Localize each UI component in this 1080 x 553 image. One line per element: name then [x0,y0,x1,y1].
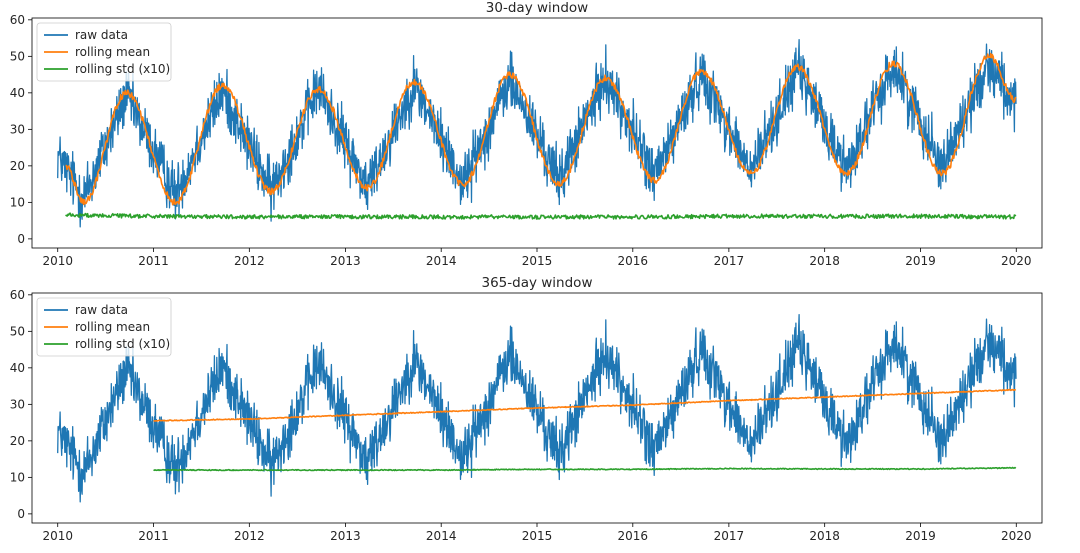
x-tick-label: 2017 [714,529,745,543]
y-tick-label: 40 [10,361,25,375]
legend-label-rolling-mean: rolling mean [75,45,150,59]
legend-box [36,22,172,82]
y-tick-label: 0 [17,232,25,246]
legend: raw data rolling mean rolling std (x10) [36,22,172,82]
x-tick-label: 2019 [905,254,936,268]
legend-label-rolling-std: rolling std (x10) [75,62,170,76]
series-line-rolling-std-x10 [65,212,1017,220]
x-tick-label: 2018 [809,529,840,543]
x-tick-label: 2011 [138,254,169,268]
x-tick-label: 2017 [714,254,745,268]
x-tick-label: 2011 [138,529,169,543]
legend-label-raw-data: raw data [75,28,128,42]
plot-area [57,38,1017,228]
x-tick-label: 2014 [426,529,457,543]
x-tick-label: 2012 [234,529,265,543]
x-tick-label: 2015 [522,254,553,268]
axes: 0 10 20 30 40 50 60 2010 2011 2012 2013 2014 2015 201… [10,13,1043,268]
chart-title: 365-day window [482,275,593,291]
series-line-rolling-std-x10 [153,466,1017,472]
y-tick-label: 50 [10,49,25,63]
x-tick-label: 2012 [234,254,265,268]
legend-label-rolling-std: rolling std (x10) [75,337,170,351]
x-tick-label: 2020 [1001,529,1032,543]
y-tick-label: 60 [10,288,25,302]
y-tick-label: 60 [10,13,25,27]
legend-box [36,297,172,357]
y-tick-label: 10 [10,195,25,209]
legend: raw data rolling mean rolling std (x10) [36,297,172,357]
y-tick-label: 30 [10,397,25,411]
legend-label-rolling-mean: rolling mean [75,320,150,334]
x-tick-label: 2018 [809,254,840,268]
chart-30-day-window: 30-day window 0 10 20 30 40 50 60 2010 2011 2012 2… [10,0,1043,268]
series-line-rolling-mean [153,388,1017,422]
x-tick-label: 2010 [42,254,73,268]
x-tick-label: 2020 [1001,254,1032,268]
x-tick-label: 2016 [618,529,649,543]
x-tick-label: 2013 [330,529,361,543]
y-tick-label: 0 [17,507,25,521]
x-tick-label: 2016 [618,254,649,268]
y-tick-label: 40 [10,86,25,100]
x-tick-label: 2014 [426,254,457,268]
axes-frame [31,17,1043,249]
x-tick-label: 2013 [330,254,361,268]
chart-title: 30-day window [486,0,588,16]
plot-area [57,313,1017,503]
x-tick-label: 2015 [522,529,553,543]
x-tick-label: 2019 [905,529,936,543]
series-line-raw-data [57,38,1017,228]
y-tick-label: 20 [10,434,25,448]
legend-label-raw-data: raw data [75,303,128,317]
axes: 0 10 20 30 40 50 60 2010 2011 2012 2013 2014 2015 201… [10,288,1043,543]
series-line-raw-data [57,313,1017,503]
y-tick-label: 50 [10,324,25,338]
x-tick-label: 2010 [42,529,73,543]
series-line-rolling-mean [65,52,1017,206]
chart-365-day-window: 365-day window 0 10 20 30 40 50 60 2010 2011 2012… [10,275,1043,543]
y-tick-label: 10 [10,470,25,484]
y-tick-label: 30 [10,122,25,136]
y-tick-label: 20 [10,159,25,173]
